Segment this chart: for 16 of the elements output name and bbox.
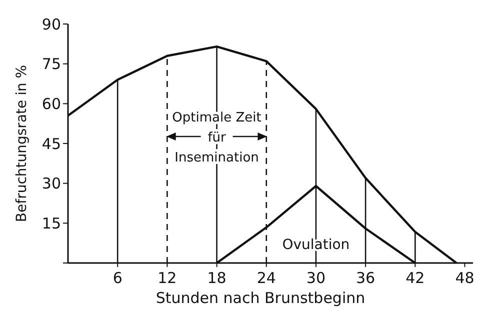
x-tick-label: 36	[356, 269, 376, 287]
y-tick-label: 75	[42, 55, 61, 74]
y-tick-label: 15	[42, 214, 61, 232]
y-tick-label: 45	[42, 134, 61, 153]
x-tick-label: 30	[306, 269, 326, 287]
x-tick-label: 24	[256, 269, 276, 287]
x-tick-label: 6	[112, 269, 122, 287]
x-axis-title: Stunden nach Brunstbeginn	[156, 289, 366, 307]
x-tick-label: 42	[406, 269, 425, 287]
y-tick-label: 90	[42, 15, 61, 34]
y-tick-label: 30	[42, 174, 61, 193]
x-tick-label: 48	[455, 269, 474, 287]
y-axis-title: Befruchtungsrate in %	[14, 64, 30, 222]
x-tick-label: 18	[207, 269, 226, 287]
y-tick-label: 60	[42, 94, 61, 113]
x-tick-label: 12	[158, 269, 177, 287]
